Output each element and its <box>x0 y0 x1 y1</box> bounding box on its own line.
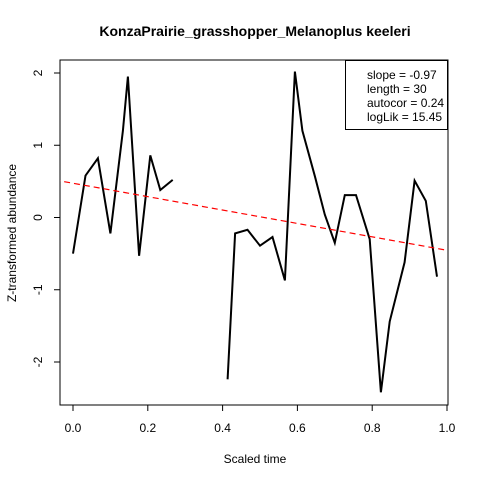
legend-autocor: autocor = 0.24 <box>367 96 445 110</box>
y-axis-label: Z-transformed abundance <box>5 164 19 302</box>
x-tick-label: 0.6 <box>289 421 306 435</box>
y-tick-label: -1 <box>31 284 45 295</box>
abundance-series-segment-2 <box>226 71 438 393</box>
chart-title: KonzaPrairie_grasshopper_Melanoplus keel… <box>99 23 410 39</box>
x-tick-label: 0.8 <box>364 421 381 435</box>
series-layer <box>60 71 448 393</box>
trend-line <box>60 180 448 252</box>
x-tick-label: 0.4 <box>214 421 231 435</box>
y-tick-label: -2 <box>31 356 45 367</box>
plot-frame <box>59 59 449 406</box>
abundance-series-segment-1 <box>72 76 174 256</box>
y-tick-label: 1 <box>31 142 45 149</box>
y-axis: -2 -1 0 1 2 <box>31 69 60 367</box>
y-tick-label: 0 <box>31 214 45 221</box>
x-axis: 0.0 0.2 0.4 0.6 0.8 1.0 <box>65 405 456 435</box>
x-tick-label: 1.0 <box>439 421 456 435</box>
legend-loglik: logLik = 15.45 <box>367 110 443 124</box>
legend-slope: slope = -0.97 <box>367 68 437 82</box>
legend: slope = -0.97 length = 30 autocor = 0.24… <box>345 60 448 130</box>
y-tick-label: 2 <box>31 69 45 76</box>
legend-length: length = 30 <box>367 82 427 96</box>
x-axis-label: Scaled time <box>224 452 287 466</box>
x-tick-label: 0.0 <box>65 421 82 435</box>
x-tick-label: 0.2 <box>139 421 156 435</box>
